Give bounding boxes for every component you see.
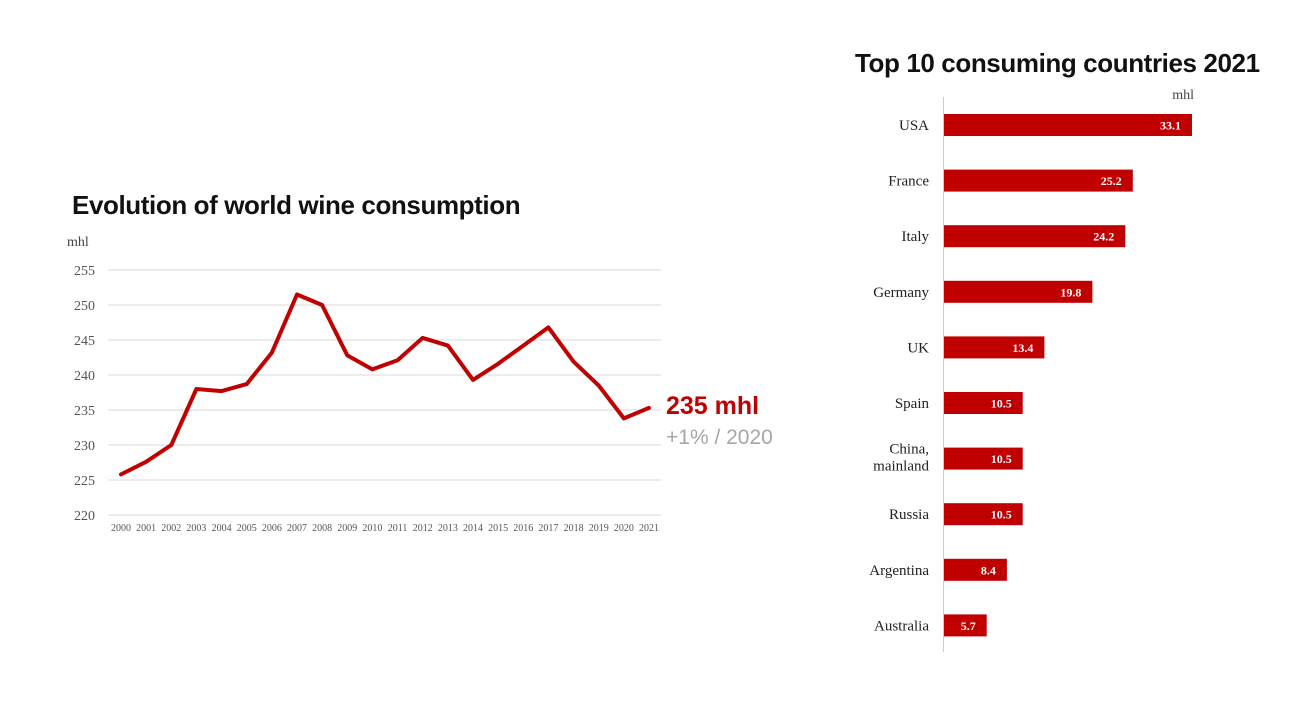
bar (944, 114, 1192, 136)
x-tick-label: 2016 (513, 523, 533, 534)
x-tick-label: 2020 (614, 523, 634, 534)
y-tick-label: 240 (74, 369, 95, 384)
category-label-line: mainland (873, 459, 929, 475)
x-tick-label: 2009 (337, 523, 357, 534)
bar-value-label: 25.2 (1101, 174, 1122, 188)
category-label: China, mainland (873, 442, 929, 475)
y-tick-label: 255 (74, 264, 95, 279)
x-tick-label: 2000 (111, 523, 131, 534)
bar-chart: Top 10 consuming countries 2021 mhl 33.1… (855, 48, 1260, 652)
category-label: Italy (902, 229, 930, 245)
bar-value-label: 5.7 (961, 619, 976, 633)
category-label: Germany (873, 285, 929, 301)
line-x-axis-ticks: 2000 2001 2002 2003 2004 2005 2006 2007 2008 2009… (111, 523, 659, 534)
x-tick-label: 2011 (388, 523, 408, 534)
line-chart: Evolution of world wine consumption mhl … (67, 190, 773, 534)
bar-value-label: 10.5 (991, 452, 1012, 466)
bar-value-label: 33.1 (1160, 119, 1181, 133)
x-tick-label: 2012 (413, 523, 433, 534)
y-tick-label: 225 (74, 474, 95, 489)
category-label: UK (907, 340, 929, 356)
y-tick-label: 245 (74, 334, 95, 349)
line-gridlines (108, 269, 661, 516)
bar-value-label: 13.4 (1012, 341, 1033, 355)
bar (944, 614, 987, 637)
bar-value-label: 10.5 (991, 508, 1012, 522)
callout-value: 235 mhl (666, 392, 759, 420)
bar-value-label: 10.5 (991, 397, 1012, 411)
bar (944, 225, 1126, 248)
y-tick-label: 250 (74, 299, 95, 314)
x-tick-label: 2021 (639, 523, 659, 534)
bar (944, 280, 1093, 303)
x-tick-label: 2014 (463, 523, 483, 534)
bar-value-label: 8.4 (981, 563, 996, 577)
x-tick-label: 2003 (186, 523, 206, 534)
bar (944, 503, 1023, 526)
category-label: USA (899, 118, 929, 134)
y-tick-label: 230 (74, 439, 95, 454)
category-label-line: China, (889, 442, 929, 458)
x-tick-label: 2018 (564, 523, 584, 534)
category-label: France (888, 174, 929, 190)
x-tick-label: 2017 (538, 523, 558, 534)
category-label: Russia (889, 507, 929, 523)
bar-chart-title: Top 10 consuming countries 2021 (855, 48, 1260, 78)
x-tick-label: 2001 (136, 523, 156, 534)
y-tick-label: 235 (74, 404, 95, 419)
x-tick-label: 2008 (312, 523, 332, 534)
bar (944, 336, 1045, 359)
x-tick-label: 2004 (212, 523, 232, 534)
x-tick-label: 2006 (262, 523, 282, 534)
line-y-axis-ticks: 220 225 230 235 240 245 250 255 (74, 264, 95, 524)
y-tick-label: 220 (74, 509, 95, 524)
line-chart-unit: mhl (67, 235, 89, 250)
x-tick-label: 2002 (161, 523, 181, 534)
x-tick-label: 2007 (287, 523, 307, 534)
x-tick-label: 2015 (488, 523, 508, 534)
category-label: Spain (895, 396, 930, 412)
category-label: Argentina (869, 563, 929, 579)
x-tick-label: 2005 (237, 523, 257, 534)
category-label: Australia (874, 618, 929, 634)
bar-chart-unit: mhl (1172, 88, 1194, 103)
bar (944, 558, 1007, 581)
bar (944, 392, 1023, 414)
bar-value-label: 24.2 (1093, 230, 1114, 244)
callout-change: +1% / 2020 (666, 426, 773, 449)
bar (944, 447, 1023, 470)
bar (944, 169, 1133, 192)
bar-series: 33.1 USA 25.2 France 24.2 Italy 19.8 Germany 13.… (869, 114, 1192, 637)
x-tick-label: 2013 (438, 523, 458, 534)
x-tick-label: 2019 (589, 523, 609, 534)
line-chart-title: Evolution of world wine consumption (72, 190, 520, 220)
bar-value-label: 19.8 (1060, 285, 1081, 299)
line-series-world-consumption (119, 292, 651, 477)
x-tick-label: 2010 (362, 523, 382, 534)
